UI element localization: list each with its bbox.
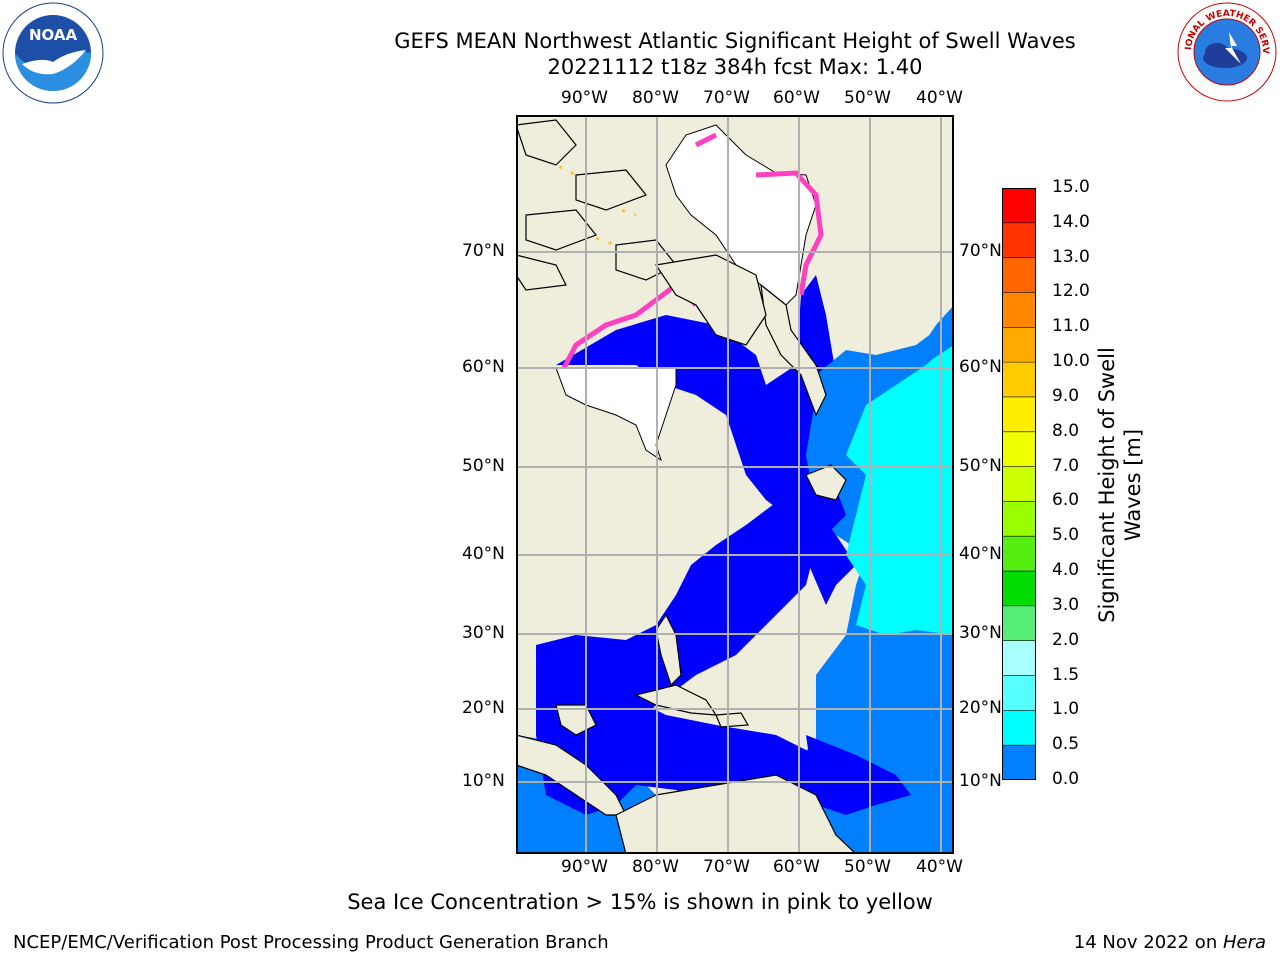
lat-label-right: 50°N [959, 456, 1002, 476]
colorbar-band [1002, 188, 1036, 224]
colorbar-tick-label: 14.0 [1052, 211, 1090, 232]
colorbar-tick-label: 7.0 [1052, 455, 1080, 476]
lat-label-right: 20°N [959, 698, 1002, 718]
lat-label-left: 10°N [462, 771, 505, 791]
colorbar-tick-label: 1.0 [1052, 699, 1080, 720]
colorbar-band [1002, 292, 1036, 328]
colorbar-band [1002, 640, 1036, 677]
footer-date: 14 Nov 2022 on Hera [1074, 932, 1266, 953]
lat-label-left: 20°N [462, 698, 505, 718]
colorbar-band [1002, 605, 1036, 642]
lon-label-bottom: 70°W [703, 857, 750, 877]
lon-label-top: 50°W [844, 88, 891, 108]
colorbar-tick-label: 13.0 [1052, 246, 1090, 267]
noaa-logo: NOAA [2, 2, 104, 104]
lat-label-left: 70°N [462, 241, 505, 261]
colorbar-band [1002, 257, 1036, 293]
svg-text:NOAA: NOAA [29, 26, 78, 44]
colorbar-tick-label: 0.5 [1052, 734, 1080, 755]
lon-label-top: 90°W [561, 88, 608, 108]
colorbar-tick-label: 5.0 [1052, 525, 1080, 546]
colorbar [1002, 188, 1036, 780]
arctic-islands [516, 119, 677, 291]
lat-label-right: 70°N [959, 241, 1002, 261]
lon-label-top: 70°W [703, 88, 750, 108]
ocean-mid-patch [816, 315, 954, 425]
colorbar-band [1002, 362, 1036, 398]
colorbar-band [1002, 536, 1036, 572]
sea-ice-note: Sea Ice Concentration > 15% is shown in … [347, 890, 933, 914]
colorbar-band [1002, 745, 1036, 780]
colorbar-band [1002, 675, 1036, 711]
ocean-low-gulf [536, 635, 816, 815]
lon-label-top: 80°W [632, 88, 679, 108]
colorbar-band [1002, 466, 1036, 502]
footer-host: Hera [1222, 932, 1266, 953]
lat-label-right: 10°N [959, 771, 1002, 791]
lat-label-right: 60°N [959, 357, 1002, 377]
map-panel [516, 115, 954, 854]
colorbar-tick-label: 11.0 [1052, 316, 1090, 337]
colorbar-band [1002, 396, 1036, 433]
lon-label-bottom: 60°W [773, 857, 820, 877]
lat-label-left: 60°N [462, 357, 505, 377]
colorbar-label: Significant Height of Swell Waves [m] [1095, 347, 1145, 623]
colorbar-tick-label: 12.0 [1052, 281, 1090, 302]
colorbar-band [1002, 571, 1036, 607]
lon-label-bottom: 40°W [916, 857, 963, 877]
ocean-low-south [806, 735, 911, 815]
colorbar-band [1002, 327, 1036, 363]
greenland-ice [665, 124, 817, 306]
lat-label-right: 40°N [959, 544, 1002, 564]
lon-label-bottom: 90°W [561, 857, 608, 877]
nws-logo: NATIONAL WEATHER SERVICE [1177, 2, 1277, 102]
lon-label-top: 60°W [773, 88, 820, 108]
colorbar-tick-label: 0.0 [1052, 769, 1080, 789]
colorbar-band [1002, 501, 1036, 537]
ocean-mid-swell [516, 305, 954, 854]
colorbar-tick-label: 9.0 [1052, 385, 1080, 406]
sea-ice-edge-greenland [694, 132, 824, 296]
colorbar-tick-label: 4.0 [1052, 560, 1080, 581]
colorbar-tick-label: 1.5 [1052, 664, 1080, 685]
colorbar-border [1002, 188, 1036, 780]
map-border [516, 115, 954, 854]
lon-label-bottom: 80°W [632, 857, 679, 877]
lon-label-bottom: 50°W [844, 857, 891, 877]
hispaniola [715, 712, 750, 728]
colorbar-band [1002, 222, 1036, 259]
colorbar-tick-label: 15.0 [1052, 177, 1090, 197]
map-grid [516, 115, 954, 854]
lat-label-left: 30°N [462, 623, 505, 643]
colorbar-tick-label: 3.0 [1052, 594, 1080, 615]
lat-label-right: 30°N [959, 623, 1002, 643]
colorbar-tick-label: 2.0 [1052, 629, 1080, 650]
south-america [615, 774, 857, 854]
colorbar-tick-label: 10.0 [1052, 351, 1090, 372]
lat-label-left: 40°N [462, 544, 505, 564]
chart-subtitle: 20221112 t18z 384h fcst Max: 1.40 [547, 55, 923, 79]
ocean-low-swell [556, 275, 856, 605]
colorbar-band [1002, 431, 1036, 468]
ocean-high-swell [846, 340, 954, 635]
lon-label-top: 40°W [916, 88, 963, 108]
chart-title: GEFS MEAN Northwest Atlantic Significant… [394, 29, 1076, 53]
colorbar-tick-label: 6.0 [1052, 490, 1080, 511]
colorbar-band [1002, 710, 1036, 746]
baffin-island [654, 254, 767, 346]
footer-credit: NCEP/EMC/Verification Post Processing Pr… [13, 932, 609, 953]
labrador-land [760, 283, 827, 417]
footer-date-text: 14 Nov 2022 on [1073, 932, 1223, 953]
colorbar-tick-label: 8.0 [1052, 420, 1080, 441]
lat-label-left: 50°N [462, 456, 505, 476]
